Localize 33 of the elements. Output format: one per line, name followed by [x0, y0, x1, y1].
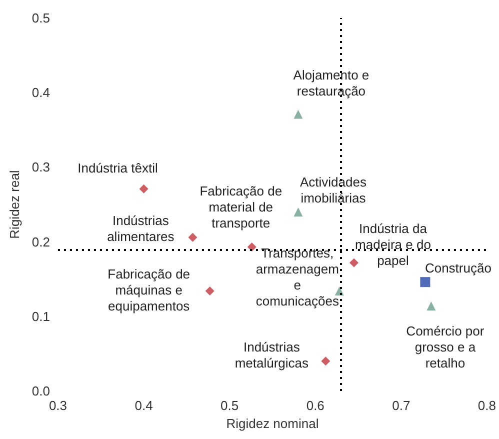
y-tick-label: 0.3 [32, 160, 50, 175]
annotation: Alojamento e restauração [293, 68, 370, 99]
annotation: Indústria têxtil [78, 160, 158, 176]
annotation: Fabricação de material de transporte [200, 184, 282, 231]
x-tick-label: 0.8 [478, 398, 496, 413]
point [139, 184, 148, 194]
y-tick-label: 0.0 [32, 384, 50, 398]
annotation: Fabricação de máquinas e equipamentos [108, 266, 190, 314]
y-tick-label: 0.4 [32, 85, 50, 100]
point [321, 356, 330, 366]
point [426, 301, 436, 310]
x-tick-label: 0.7 [392, 398, 410, 413]
point [294, 207, 303, 216]
point [349, 258, 358, 268]
x-tick-label: 0.3 [48, 398, 68, 413]
y-tick-label: 0.5 [32, 10, 50, 26]
x-tick-label: 0.5 [220, 398, 239, 413]
point [247, 242, 256, 252]
annotation: Actividades imobiliárias [300, 174, 367, 206]
point [205, 286, 214, 296]
y-tick-label: 0.2 [32, 234, 50, 250]
x-tick-label: 0.4 [134, 398, 153, 413]
y-tick-label: 0.1 [32, 308, 50, 324]
x-axis-title: Rigidez nominal [226, 416, 319, 431]
point [188, 232, 198, 242]
point [420, 277, 430, 288]
annotation: Comércio por grosso e a retalho [406, 323, 485, 370]
annotation: Indústrias alimentares [107, 212, 175, 244]
point [294, 110, 303, 119]
annotation: Transportes, armazenagem e comunicações [256, 246, 340, 309]
x-tick-label: 0.6 [306, 398, 324, 413]
annotation: Indústrias metalúrgicas [234, 340, 310, 371]
y-axis-title: Rigidez real [7, 170, 22, 239]
